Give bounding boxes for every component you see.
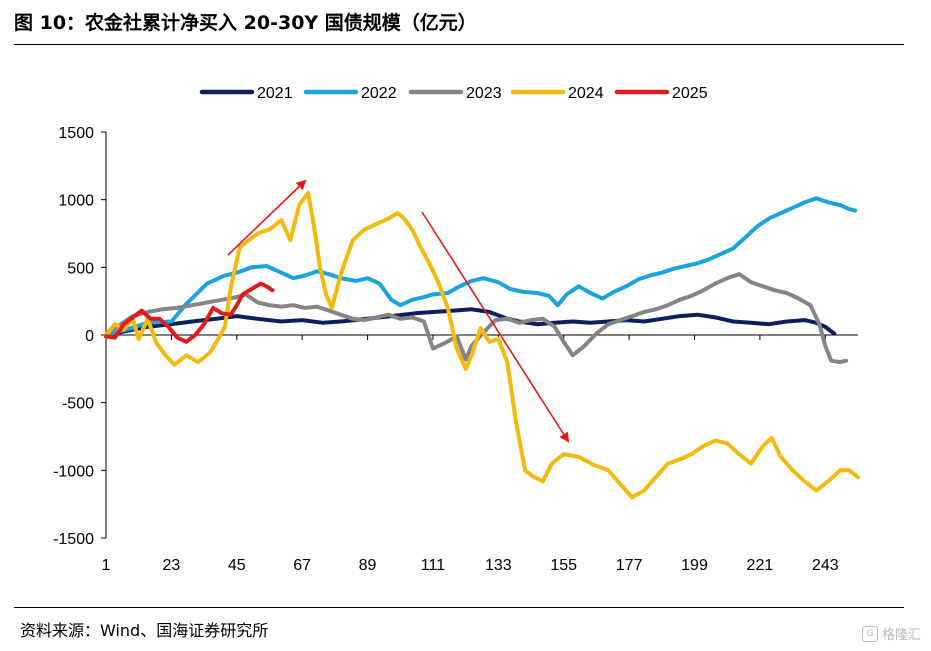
legend-label-2024: 2024 <box>568 85 604 102</box>
y-tick-label: 500 <box>67 260 94 277</box>
legend-label-2021: 2021 <box>257 85 293 102</box>
y-tick-label: 0 <box>85 328 94 345</box>
x-tick-label: 89 <box>359 557 377 574</box>
source-rule <box>14 607 904 608</box>
watermark: G 格隆汇 <box>861 624 921 643</box>
x-tick-label: 111 <box>421 557 445 574</box>
x-tick-label: 23 <box>162 557 180 574</box>
x-tick-label: 243 <box>812 557 839 574</box>
legend-label-2023: 2023 <box>466 85 502 102</box>
x-tick-label: 221 <box>747 557 774 574</box>
series-line-2025 <box>104 281 275 344</box>
y-tick-label: 1500 <box>58 125 94 142</box>
legend-label-2025: 2025 <box>672 85 708 102</box>
watermark-text: 格隆汇 <box>881 628 921 643</box>
x-tick-label: 1 <box>102 557 111 574</box>
figure-title: 图 10：农金社累计净买入 20-30Y 国债规模（亿元） <box>14 12 477 34</box>
y-tick-label: -500 <box>62 396 94 413</box>
series-line-2022 <box>104 196 857 337</box>
legend-label-2022: 2022 <box>361 85 397 102</box>
title-rule <box>14 44 904 45</box>
x-tick-label: 133 <box>485 557 512 574</box>
trend-arrow-up <box>227 179 307 256</box>
x-tick-label: 199 <box>681 557 708 574</box>
trend-arrow-down <box>421 211 570 443</box>
y-tick-label: 1000 <box>58 193 94 210</box>
x-tick-label: 155 <box>550 557 577 574</box>
watermark-logo-icon: G <box>861 625 878 642</box>
y-tick-label: -1000 <box>53 463 94 480</box>
y-tick-label: -1500 <box>53 531 94 548</box>
source-note: 资料来源：Wind、国海证券研究所 <box>20 621 269 640</box>
x-tick-label: 177 <box>616 557 643 574</box>
series-line-2021 <box>104 307 837 337</box>
series-line-2024 <box>104 190 860 500</box>
line-chart: 1500 1000 500 0 -500 -1000 -1500 1 23 45 67 89 111 13… <box>53 85 860 574</box>
x-tick-label: 45 <box>228 557 246 574</box>
x-tick-label: 67 <box>293 557 311 574</box>
series-line-2023 <box>104 272 849 365</box>
